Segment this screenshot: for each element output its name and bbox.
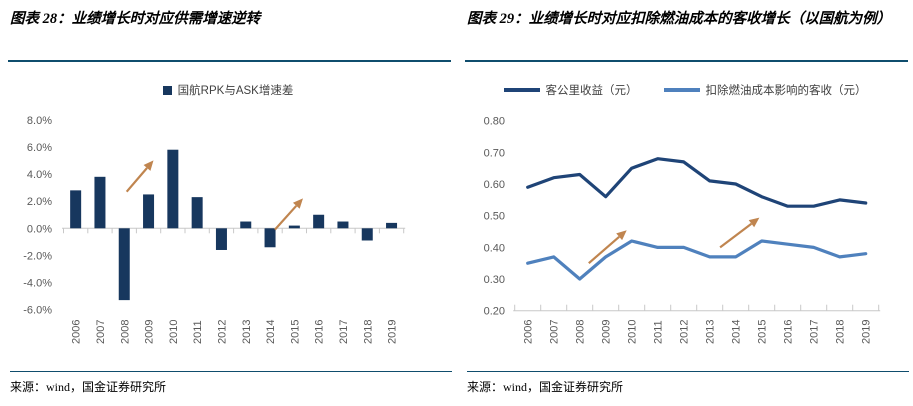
- legend-item: 扣除燃油成本影响的客收（元）: [663, 82, 867, 98]
- bar-2010: [167, 149, 179, 229]
- y-tick-label: 0.50: [484, 211, 505, 223]
- bar-2015: [288, 225, 300, 229]
- legend-label: 扣除燃油成本影响的客收（元）: [705, 85, 867, 97]
- y-tick-label: -6.0%: [23, 305, 52, 317]
- x-tick-label: 2012: [216, 320, 228, 344]
- legend-square-icon: [162, 85, 172, 95]
- figure-28-title: 图表 28：业绩增长时对应供需增速逆转: [10, 11, 261, 27]
- figure-28-legend: 国航RPK与ASK增速差: [0, 82, 456, 98]
- line-series-0: [526, 157, 868, 208]
- legend-item: 国航RPK与ASK增速差: [162, 82, 294, 98]
- figure-29-title: 图表 29：业绩增长时对应扣除燃油成本的客收增长（以国航为例）: [467, 11, 892, 27]
- bar-2007: [94, 176, 106, 229]
- bar-2006: [70, 190, 82, 229]
- x-tick-label: 2018: [835, 320, 847, 344]
- x-tick-label: 2013: [705, 320, 717, 344]
- x-tick-label: 2009: [601, 320, 613, 344]
- bar-2009: [143, 194, 155, 229]
- x-tick-label: 2017: [338, 320, 350, 344]
- y-tick-label: 0.40: [484, 242, 505, 254]
- x-tick-label: 2008: [119, 320, 131, 344]
- x-tick-label: 2010: [168, 320, 180, 344]
- x-tick-label: 2018: [362, 320, 374, 344]
- y-tick-label: 0.30: [484, 274, 505, 286]
- x-tick-label: 2011: [653, 320, 665, 344]
- bar-2011: [191, 197, 203, 229]
- x-tick-label: 2006: [71, 320, 83, 344]
- source-rule: [467, 371, 909, 372]
- legend-line-icon: [663, 88, 700, 92]
- bar-2012: [215, 228, 227, 250]
- legend-label: 客公里收益（元）: [545, 85, 638, 97]
- title-rule: [8, 60, 451, 62]
- figure-29: 图表 29：业绩增长时对应扣除燃油成本的客收增长（以国航为例） 客公里收益（元）…: [457, 0, 913, 406]
- x-tick-label: 2007: [95, 320, 107, 344]
- line-chart-canvas: 0.80 0.70 0.60 0.50 0.40 0.30 0.20 2006 2007 2008…: [484, 116, 881, 344]
- x-tick-label: 2014: [265, 320, 277, 344]
- x-tick-label: 2016: [314, 320, 326, 344]
- x-tick-label: 2010: [627, 320, 639, 344]
- x-tick-label: 2015: [289, 320, 301, 344]
- bar-2014: [264, 228, 276, 248]
- line-series-1: [526, 239, 868, 281]
- trend-arrow: [274, 205, 298, 231]
- figure-28-source: 来源：wind，国金证券研究所: [10, 380, 167, 394]
- source-rule: [10, 371, 452, 372]
- y-tick-label: 0.20: [484, 306, 505, 318]
- x-tick-label: 2015: [757, 320, 769, 344]
- title-rule: [465, 60, 908, 62]
- y-tick-label: 4.0%: [27, 169, 52, 181]
- x-tick-label: 2009: [144, 320, 156, 344]
- x-tick-label: 2019: [387, 320, 399, 344]
- y-tick-label: 0.60: [484, 179, 505, 191]
- bar-2017: [337, 221, 349, 229]
- x-tick-label: 2007: [549, 320, 561, 344]
- legend-line-icon: [503, 88, 540, 92]
- bar-2019: [386, 222, 398, 229]
- x-tick-label: 2013: [241, 320, 253, 344]
- figure-29-legend: 客公里收益（元） 扣除燃油成本影响的客收（元）: [457, 82, 913, 98]
- x-tick-label: 2019: [861, 320, 873, 344]
- y-tick-label: -2.0%: [23, 250, 52, 262]
- trend-arrow-head: [616, 230, 627, 241]
- bar-2016: [313, 214, 325, 229]
- trend-arrow-head: [292, 198, 303, 209]
- y-tick-label: 6.0%: [27, 142, 52, 154]
- bar-2008: [118, 228, 130, 301]
- bar-2013: [240, 221, 252, 229]
- y-tick-label: -4.0%: [23, 278, 52, 290]
- x-tick-label: 2016: [783, 320, 795, 344]
- y-tick-label: 0.70: [484, 147, 505, 159]
- y-tick-label: 8.0%: [27, 115, 52, 127]
- y-tick-label: 2.0%: [27, 196, 52, 208]
- figure-29-source: 来源：wind，国金证券研究所: [467, 380, 624, 394]
- trend-arrow-head: [748, 217, 760, 228]
- x-tick-label: 2011: [192, 320, 204, 344]
- x-tick-label: 2006: [523, 320, 535, 344]
- x-tick-label: 2008: [575, 320, 587, 344]
- y-tick-label: 0.0%: [27, 223, 52, 235]
- figure-28: 图表 28：业绩增长时对应供需增速逆转 国航RPK与ASK增速差 8.0% 6.0…: [0, 0, 456, 406]
- x-tick-label: 2017: [809, 320, 821, 344]
- bar-chart-canvas: 8.0% 6.0% 4.0% 2.0% 0.0% -2.0% -4.0% -6.0% 2006 2…: [23, 115, 406, 344]
- trend-arrow: [125, 167, 148, 193]
- x-tick-label: 2012: [679, 320, 691, 344]
- bar-2018: [361, 228, 373, 241]
- trend-arrow: [588, 235, 620, 265]
- x-tick-label: 2014: [731, 320, 743, 344]
- legend-item: 客公里收益（元）: [503, 82, 638, 98]
- legend-label: 国航RPK与ASK增速差: [177, 85, 294, 97]
- y-tick-label: 0.80: [484, 116, 505, 128]
- trend-arrow: [719, 222, 753, 249]
- trend-arrow-head: [143, 160, 154, 171]
